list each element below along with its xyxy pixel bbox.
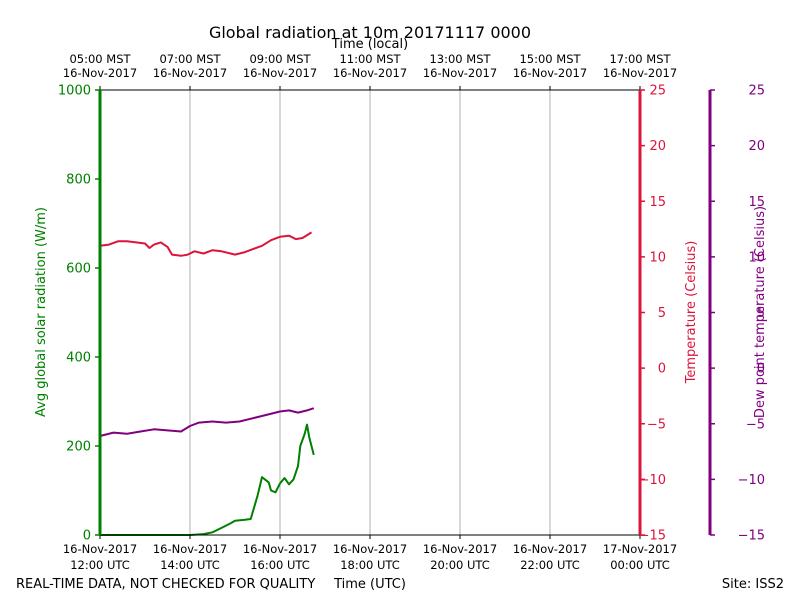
temperature-y-tick-label: −10 (639, 473, 666, 488)
x-tick-label-date: 17-Nov-2017 (603, 542, 677, 556)
x-tick-label-time: 00:00 UTC (610, 558, 670, 572)
temperature-y-tick-label: 25 (649, 84, 666, 99)
top-x-tick-label-time: 09:00 MST (249, 52, 311, 66)
temperature-y-tick-label: −15 (639, 529, 666, 544)
x-tick-label-time: 18:00 UTC (340, 558, 400, 572)
x-tick-label-time: 12:00 UTC (70, 558, 130, 572)
dewpoint-axis-label: Dew point temperature (Celsius) (753, 206, 768, 418)
left-y-tick-label: 800 (66, 173, 91, 188)
top-x-tick-label-time: 13:00 MST (429, 52, 491, 66)
series-layer (99, 231, 315, 536)
chart-title: Global radiation at 10m 20171117 0000 (209, 23, 531, 42)
temperature-y-tick-label: −5 (647, 417, 666, 432)
grid-layer (189, 90, 551, 535)
left-y-tick-label: 1000 (58, 84, 91, 99)
left-y-tick-label: 0 (83, 529, 91, 544)
top-x-tick-label-time: 05:00 MST (69, 52, 131, 66)
top-x-tick-label-time: 07:00 MST (159, 52, 221, 66)
quality-disclaimer: REAL-TIME DATA, NOT CHECKED FOR QUALITY (16, 577, 315, 592)
top-axis-title: Time (local) (331, 37, 408, 52)
left-axis-label: Avg global solar radiation (W/m) (34, 207, 49, 417)
site-label: Site: ISS2 (722, 577, 784, 592)
dewpoint-y-tick-label: −5 (746, 417, 765, 432)
axis-layer: 16-Nov-2017 12:00 UTC 16-Nov-2017 14:00 UTC… (58, 52, 765, 572)
top-x-tick-label-date: 16-Nov-2017 (63, 66, 137, 80)
left-y-tick-label: 200 (66, 440, 91, 455)
top-x-tick-label-date: 16-Nov-2017 (603, 66, 677, 80)
x-tick-label-date: 16-Nov-2017 (513, 542, 587, 556)
top-x-tick-label-time: 15:00 MST (519, 52, 581, 66)
temperature-y-tick-label: 10 (649, 250, 666, 265)
temperature-y-tick-label: 0 (658, 362, 666, 377)
x-tick-label-date: 16-Nov-2017 (243, 542, 317, 556)
top-x-tick-label-date: 16-Nov-2017 (333, 66, 407, 80)
dewpoint-y-tick-label: 0 (757, 362, 765, 377)
dewpoint-y-tick-label: 10 (748, 250, 765, 265)
top-x-tick-label-time: 17:00 MST (609, 52, 671, 66)
top-x-tick-label-date: 16-Nov-2017 (423, 66, 497, 80)
x-tick-label-time: 20:00 UTC (430, 558, 490, 572)
temperature-y-tick-label: 20 (649, 139, 666, 154)
top-x-tick-label-date: 16-Nov-2017 (513, 66, 587, 80)
left-y-tick-label: 400 (66, 351, 91, 366)
top-x-tick-label-time: 11:00 MST (339, 52, 401, 66)
x-tick-label-date: 16-Nov-2017 (423, 542, 497, 556)
x-tick-label-time: 16:00 UTC (250, 558, 310, 572)
x-tick-label-date: 16-Nov-2017 (63, 542, 137, 556)
dewpoint-y-tick-label: −10 (738, 473, 765, 488)
left-y-tick-label: 600 (66, 262, 91, 277)
dewpoint-y-tick-label: 5 (757, 306, 765, 321)
dewpoint-y-tick-label: 15 (748, 195, 765, 210)
dewpoint-y-tick-label: −15 (738, 529, 765, 544)
bottom-axis-title: Time (UTC) (333, 577, 406, 592)
dew-point-temperature-line (99, 407, 315, 437)
x-tick-label-time: 22:00 UTC (520, 558, 580, 572)
dewpoint-y-tick-label: 20 (748, 139, 765, 154)
temperature-y-tick-label: 5 (658, 306, 666, 321)
avg-global-solar-radiation-line (100, 423, 315, 536)
dewpoint-y-tick-label: 25 (748, 84, 765, 99)
x-tick-label-date: 16-Nov-2017 (153, 542, 227, 556)
x-tick-label-time: 14:00 UTC (160, 558, 220, 572)
temperature-line (99, 231, 313, 257)
top-x-tick-label-date: 16-Nov-2017 (243, 66, 317, 80)
top-x-tick-label-date: 16-Nov-2017 (153, 66, 227, 80)
x-tick-label-date: 16-Nov-2017 (333, 542, 407, 556)
temperature-y-tick-label: 15 (649, 195, 666, 210)
temperature-axis-label: Temperature (Celsius) (684, 241, 699, 385)
